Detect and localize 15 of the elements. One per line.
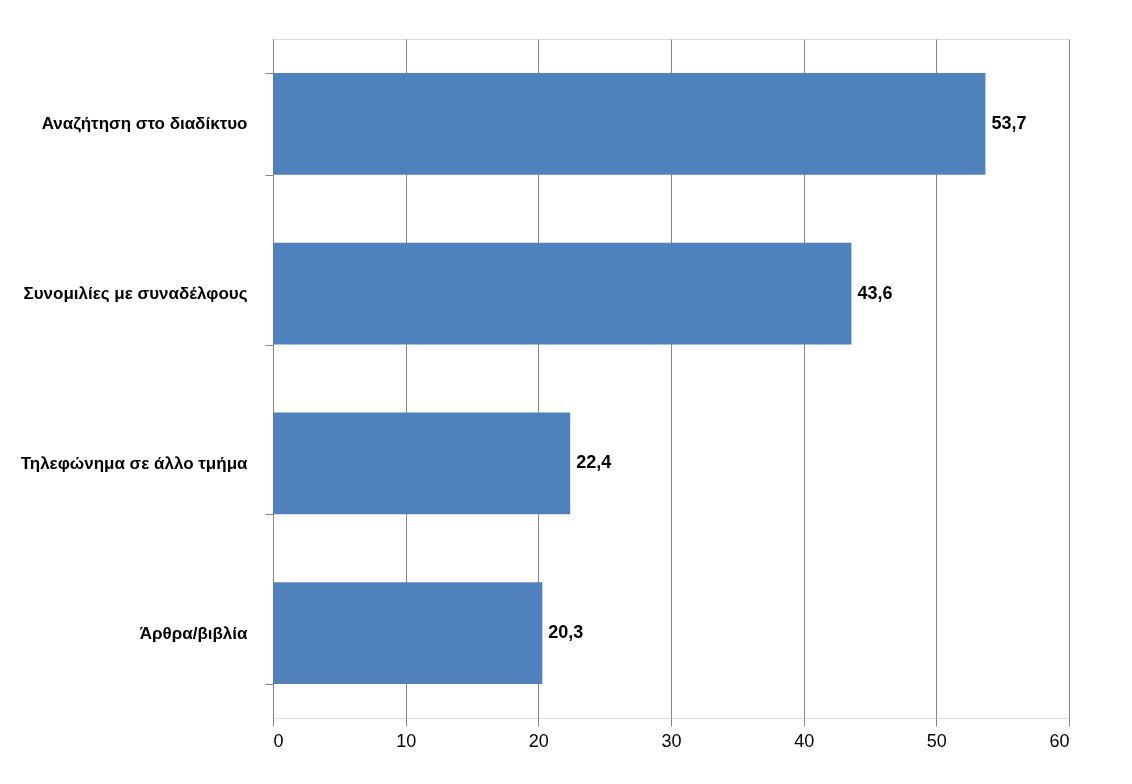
x-tick-label: 50 (926, 730, 947, 751)
x-tick-label: 60 (1049, 730, 1070, 751)
y-tick-label: Άρθρα/βιβλία (139, 623, 249, 643)
x-tick-label: 10 (396, 730, 417, 751)
y-tick-label: Τηλεφώνημα σε άλλο τμήμα (20, 453, 249, 473)
data-label: 20,3 (548, 622, 584, 643)
x-tick-label: 40 (794, 730, 815, 751)
data-label: 43,6 (857, 282, 893, 303)
data-label: 53,7 (991, 112, 1027, 133)
x-tick-label: 0 (273, 730, 284, 751)
x-tick-label: 30 (661, 730, 682, 751)
y-tick-label: Συνομιλίες με συναδέλφους (23, 284, 248, 304)
data-label: 22,4 (576, 452, 612, 473)
y-tick-label: Αναζήτηση στο διαδίκτυο (41, 114, 248, 134)
x-tick-label: 20 (528, 730, 549, 751)
